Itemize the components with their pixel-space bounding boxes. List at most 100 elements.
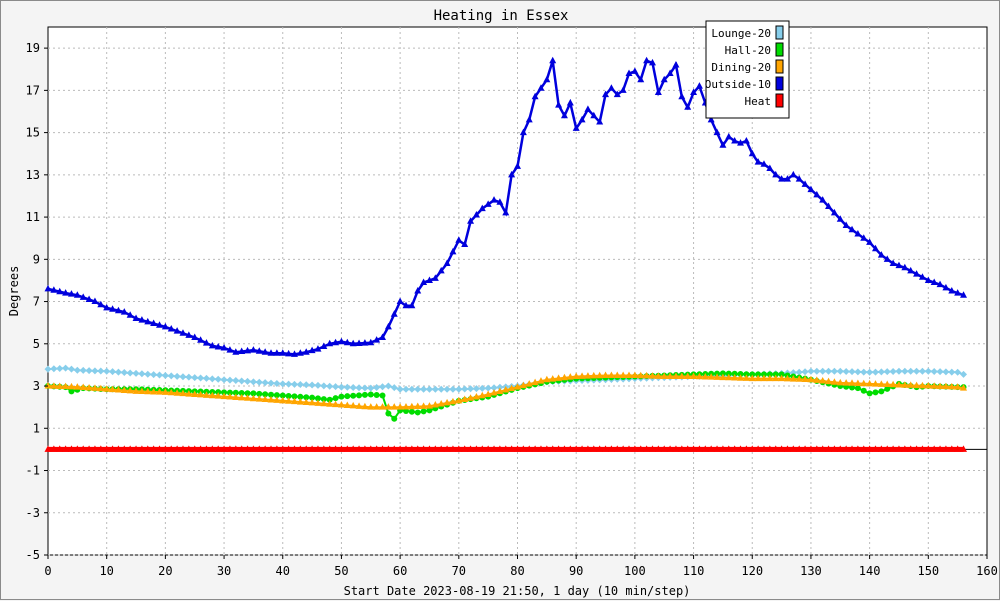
data-point-dining-20 <box>578 372 586 379</box>
data-point-hall-20 <box>226 389 233 396</box>
data-point-heat <box>402 445 410 452</box>
y-tick-label: 3 <box>33 379 40 393</box>
data-point-outside-10 <box>132 314 140 321</box>
data-point-dining-20 <box>208 391 216 399</box>
data-point-heat <box>379 445 387 452</box>
data-point-outside-10 <box>191 333 199 340</box>
data-point-hall-20 <box>719 370 726 377</box>
data-point-dining-20 <box>214 392 222 399</box>
data-point-dining-20 <box>384 403 392 410</box>
data-point-outside-10 <box>461 240 469 248</box>
legend-label: Heat <box>745 95 772 108</box>
data-point-outside-10 <box>607 84 615 91</box>
data-point-outside-10 <box>367 338 375 346</box>
data-point-heat <box>684 445 692 452</box>
data-point-heat <box>144 445 152 452</box>
data-point-outside-10 <box>220 344 228 351</box>
data-point-outside-10 <box>414 287 422 294</box>
data-point-hall-20 <box>244 390 251 397</box>
data-point-dining-20 <box>285 397 293 404</box>
data-point-dining-20 <box>443 398 451 406</box>
data-point-heat <box>678 445 686 452</box>
data-point-dining-20 <box>126 386 134 394</box>
data-point-outside-10 <box>590 111 598 119</box>
data-point-dining-20 <box>731 374 739 381</box>
data-point-dining-20 <box>97 384 105 392</box>
data-point-hall-20 <box>385 410 392 417</box>
series-layer <box>44 56 968 452</box>
data-point-dining-20 <box>167 388 175 396</box>
data-point-lounge-20 <box>467 385 475 393</box>
data-point-heat <box>701 445 709 452</box>
data-point-heat <box>566 445 574 452</box>
x-tick-label: 150 <box>917 564 939 578</box>
data-point-heat <box>602 445 610 452</box>
data-point-outside-10 <box>572 124 580 131</box>
data-point-outside-10 <box>772 170 780 178</box>
data-point-dining-20 <box>660 372 668 380</box>
data-point-dining-20 <box>332 400 340 408</box>
data-point-heat <box>273 445 281 452</box>
data-point-dining-20 <box>191 390 199 397</box>
data-point-hall-20 <box>872 389 879 396</box>
data-point-heat <box>508 445 516 452</box>
data-point-dining-20 <box>402 402 410 410</box>
data-point-heat <box>255 445 263 452</box>
data-point-dining-20 <box>525 380 533 387</box>
data-point-dining-20 <box>613 371 621 378</box>
data-point-dining-20 <box>725 373 733 381</box>
data-point-outside-10 <box>519 128 527 136</box>
data-point-heat <box>783 445 791 452</box>
data-point-outside-10 <box>537 84 545 91</box>
data-point-lounge-20 <box>197 374 205 382</box>
data-point-outside-10 <box>103 303 111 311</box>
data-point-dining-20 <box>519 381 527 389</box>
data-point-hall-20 <box>849 384 856 391</box>
data-point-dining-20 <box>355 402 363 409</box>
data-point-dining-20 <box>742 374 750 381</box>
data-point-lounge-20 <box>842 367 850 375</box>
data-point-hall-20 <box>273 392 280 399</box>
x-tick-label: 10 <box>99 564 113 578</box>
data-point-dining-20 <box>713 373 721 380</box>
data-point-heat <box>191 445 199 452</box>
data-point-dining-20 <box>202 391 210 398</box>
data-point-heat <box>713 445 721 452</box>
data-point-lounge-20 <box>144 370 152 378</box>
data-point-dining-20 <box>555 374 563 381</box>
data-point-dining-20 <box>255 395 263 402</box>
data-point-lounge-20 <box>109 368 117 376</box>
data-point-outside-10 <box>238 347 246 355</box>
data-point-dining-20 <box>44 382 52 389</box>
x-tick-label: 20 <box>158 564 172 578</box>
data-point-dining-20 <box>290 397 298 405</box>
data-point-hall-20 <box>215 389 222 396</box>
data-point-heat <box>449 445 457 452</box>
data-point-dining-20 <box>431 401 439 408</box>
legend-swatch <box>775 59 784 74</box>
data-point-dining-20 <box>825 377 833 385</box>
data-point-heat <box>866 445 874 452</box>
data-point-outside-10 <box>244 346 252 354</box>
data-point-dining-20 <box>778 374 786 382</box>
data-point-hall-20 <box>884 385 891 392</box>
data-point-heat <box>396 445 404 452</box>
data-point-heat <box>549 445 557 452</box>
data-point-dining-20 <box>543 375 551 383</box>
data-point-heat <box>936 445 944 452</box>
data-point-heat <box>760 445 768 452</box>
data-point-lounge-20 <box>420 385 428 393</box>
data-point-outside-10 <box>361 339 369 346</box>
data-point-dining-20 <box>924 382 932 389</box>
data-point-outside-10 <box>408 301 416 309</box>
data-point-outside-10 <box>871 244 879 252</box>
data-point-hall-20 <box>866 390 873 397</box>
data-point-outside-10 <box>895 261 903 269</box>
data-point-outside-10 <box>954 289 962 296</box>
x-tick-label: 100 <box>624 564 646 578</box>
data-point-outside-10 <box>138 316 146 323</box>
data-point-lounge-20 <box>895 367 903 375</box>
data-point-heat <box>390 445 398 452</box>
data-point-heat <box>367 445 375 452</box>
